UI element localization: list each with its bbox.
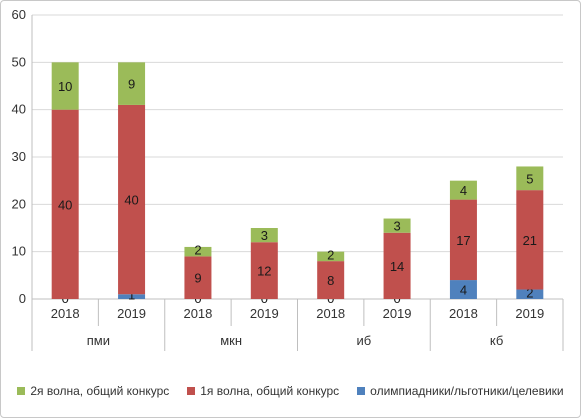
bar-segment [317,251,345,262]
data-label: 3 [393,219,400,234]
bar-segment [383,218,411,233]
legend-swatch [187,387,196,395]
chart-legend: 2я волна, общий конкурс 1я волна, общий к… [0,384,581,398]
bar-segment [118,294,146,299]
x-tick-label: 2019 [250,306,279,321]
bar-segment [184,246,212,257]
y-tick-label: 50 [12,54,26,69]
legend-label: олимпиадники/льготники/целевики [370,384,564,398]
data-label: 40 [124,193,138,208]
data-label: 9 [194,271,201,286]
bar-segment [184,256,212,299]
bar-segment [250,228,278,243]
data-label: 9 [128,77,135,92]
data-label: 2 [327,247,334,262]
x-tick-label: 2019 [515,306,544,321]
legend-swatch [357,387,366,395]
group-label: мкн [220,333,242,348]
x-tick-label: 2018 [51,306,80,321]
x-tick-label: 2019 [117,306,146,321]
legend-label: 1я волна, общий конкурс [200,384,340,398]
y-tick-label: 30 [12,149,26,164]
data-label: 10 [58,79,72,94]
y-tick-label: 60 [12,7,26,22]
bar-segment [449,180,477,200]
bar-segment [250,242,278,299]
legend-item: 1я волна, общий конкурс [187,384,339,398]
group-label: иб [357,333,372,348]
bar-segment [516,166,544,191]
legend-item: олимпиадники/льготники/целевики [357,384,564,398]
y-tick-label: 10 [12,244,26,259]
data-label: 21 [523,233,537,248]
bar-segment [51,62,79,110]
x-tick-label: 2018 [316,306,345,321]
bar-segment [449,199,477,281]
bar-segment [118,104,146,295]
bar-segment [383,232,411,299]
bar-segment [118,62,146,105]
data-label: 2 [526,285,533,300]
group-label: пми [87,333,110,348]
data-label: 40 [58,197,72,212]
data-label: 4 [460,183,467,198]
bar-segment [317,261,345,299]
group-label: кб [490,333,503,348]
data-label: 12 [257,264,271,279]
bar-segment [516,289,544,299]
y-tick-label: 20 [12,196,26,211]
data-label: 4 [460,283,467,298]
legend-swatch [17,387,26,395]
y-tick-label: 0 [19,291,26,306]
x-tick-label: 2018 [183,306,212,321]
data-label: 2 [194,243,201,258]
x-tick-label: 2019 [383,306,412,321]
data-label: 17 [456,233,470,248]
legend-item: 2я волна, общий конкурс [17,384,169,398]
data-label: 8 [327,273,334,288]
bar-segment [516,190,544,290]
data-label: 1 [128,288,135,303]
x-tick-label: 2018 [449,306,478,321]
y-tick-label: 40 [12,102,26,117]
bar-segment [449,280,477,299]
legend-label: 2я волна, общий конкурс [30,384,170,398]
data-label: 14 [390,259,404,274]
bar-segment [51,109,79,300]
data-label: 3 [261,228,268,243]
data-label: 5 [526,171,533,186]
